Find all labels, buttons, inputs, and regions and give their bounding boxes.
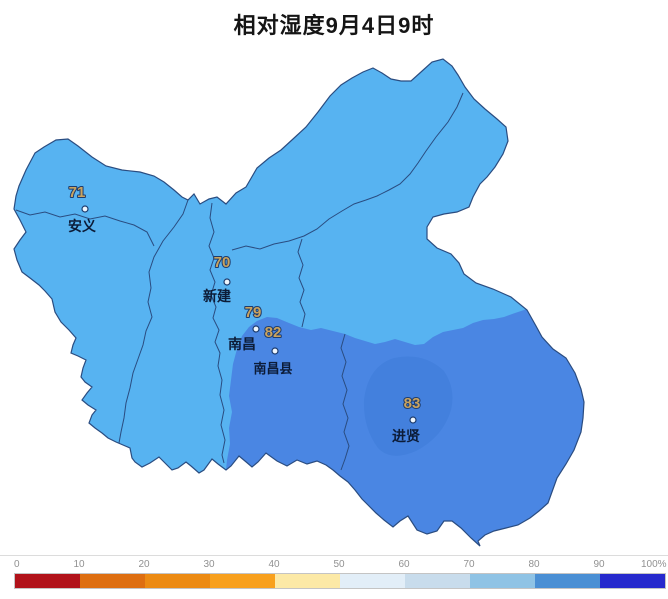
station-value: 70 xyxy=(214,254,231,271)
station-marker-icon xyxy=(252,325,260,333)
station-value: 79 xyxy=(245,304,262,321)
station-nanchang: 82 南昌 xyxy=(228,323,282,352)
colorbar-segment xyxy=(145,574,210,588)
station-marker-icon xyxy=(409,416,417,424)
colorbar-segment xyxy=(15,574,80,588)
station-anyi: 71 安义 xyxy=(68,183,96,234)
district-boundary xyxy=(297,238,306,328)
station-label: 安义 xyxy=(68,218,96,234)
station-marker-icon xyxy=(81,205,89,213)
colorbar-tick-label: 30 xyxy=(203,559,215,570)
district-boundary xyxy=(340,333,350,471)
colorbar-segment xyxy=(340,574,405,588)
colorbar-tick-label: 70 xyxy=(463,559,475,570)
colorbar-tick-label: 80 xyxy=(528,559,540,570)
station-marker-icon xyxy=(271,347,279,355)
station-value: 82 xyxy=(265,324,282,341)
colorbar-tick-label: 40 xyxy=(268,559,280,570)
station-label: 进贤 xyxy=(392,428,420,444)
colorbar-segment xyxy=(535,574,600,588)
station-value: 71 xyxy=(69,184,86,201)
station-xinjian: 70 新建 xyxy=(203,253,231,304)
station-nanchangxian: 南昌县 xyxy=(253,347,293,376)
colorbar-ticks: 0 10 20 30 40 50 60 70 80 90 100% xyxy=(0,559,668,573)
station-marker-icon xyxy=(223,278,231,286)
colorbar-segment xyxy=(600,574,665,588)
page-title: 相对湿度9月4日9时 xyxy=(233,13,435,38)
station-79: 79 xyxy=(244,303,263,322)
colorbar-tick-label: 20 xyxy=(138,559,150,570)
colorbar-segment xyxy=(275,574,340,588)
map-outer-border xyxy=(13,58,585,547)
colorbar-tick-label: 60 xyxy=(398,559,410,570)
colorbar-segment xyxy=(405,574,470,588)
district-boundary xyxy=(231,92,464,251)
station-label: 南昌 xyxy=(228,336,256,352)
colorbar-segment xyxy=(470,574,535,588)
colorbar-segment xyxy=(210,574,275,588)
colorbar-segment xyxy=(80,574,145,588)
colorbar-tick-label: 50 xyxy=(333,559,345,570)
map-region-85-contour xyxy=(363,356,453,456)
station-jinxian: 83 进贤 xyxy=(392,394,421,444)
district-boundary xyxy=(208,202,226,464)
station-value: 83 xyxy=(404,395,421,412)
colorbar-tick-label: 90 xyxy=(593,559,605,570)
station-label: 南昌县 xyxy=(253,361,292,376)
colorbar-tick-label: 10 xyxy=(73,559,85,570)
colorbar-tick-label: 100% xyxy=(640,559,667,570)
humidity-map: 71 安义 70 新建 79 82 南昌 南昌县 83 进贤 xyxy=(13,58,585,547)
colorbar: 0 10 20 30 40 50 60 70 80 90 100% xyxy=(0,555,668,599)
district-boundary xyxy=(15,209,155,247)
colorbar-gradient xyxy=(14,573,666,589)
district-boundary xyxy=(118,199,189,444)
district-boundaries xyxy=(15,92,464,471)
colorbar-tick-label: 0 xyxy=(14,559,20,570)
station-label: 新建 xyxy=(203,288,231,304)
